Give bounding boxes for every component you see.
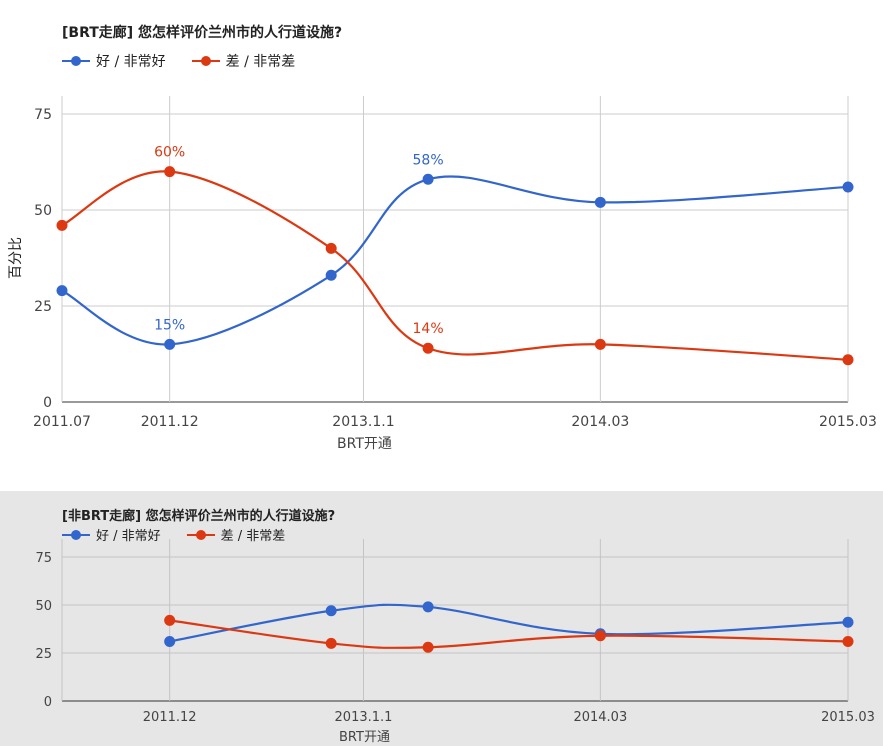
data-point-bad [56,219,68,231]
x-axis-label: BRT开通 [337,436,392,452]
y-tick-label: 50 [34,203,52,219]
data-point-bad [422,342,434,354]
y-tick-label: 75 [34,107,52,123]
legend-label-good: 好 / 非常好 [96,54,166,70]
legend-swatch-good [62,529,90,540]
x-tick-label: 2013.1.1 [332,414,394,430]
x-tick-label: 2014.03 [573,710,627,725]
data-point-good [422,173,434,185]
data-point-good [842,181,854,193]
x-tick-label: 2011.12 [143,710,197,725]
series-line-good [169,603,849,643]
data-point-bad [325,637,337,649]
legend-item-bad[interactable]: 差 / 非常差 [191,51,296,71]
legend-swatch-good [62,56,90,66]
data-point-good [325,269,337,281]
y-tick-label: 25 [34,299,52,315]
data-point-good [164,635,176,647]
legend-label-good: 好 / 非常好 [96,529,161,544]
data-label: 15% [154,317,185,333]
chart-legend: 好 / 非常好 差 / 非常差 [62,51,321,71]
data-point-bad [842,354,854,366]
y-tick-label: 50 [35,599,52,614]
x-tick-label: 2011.12 [141,414,199,430]
legend-label-bad: 差 / 非常差 [220,529,286,544]
data-point-good [325,605,337,617]
legend-swatch-bad [186,529,215,540]
data-point-good [842,616,854,628]
y-tick-label: 0 [44,695,52,710]
data-point-good [422,601,434,613]
data-point-bad [842,635,854,647]
data-point-good [164,338,176,350]
x-tick-label: 2011.07 [33,414,91,430]
data-label: 58% [413,152,444,168]
y-tick-label: 25 [35,647,52,662]
y-tick-label: 75 [35,551,52,566]
x-tick-label: 2013.1.1 [335,710,393,725]
line-chart-non-brt: 0 25 50 75 2011.12 2013.1.1 2014.03 2015.03 BRT开… [35,539,875,745]
y-tick-label: 0 [43,395,52,411]
x-axis-label: BRT开通 [339,730,390,745]
legend-swatch-bad [191,56,220,66]
data-point-bad [164,166,176,178]
y-axis-label: 百分比 [8,237,24,279]
x-tick-label: 2015.03 [819,414,877,430]
legend-item-bad[interactable]: 差 / 非常差 [186,525,286,544]
data-point-bad [594,630,606,642]
data-point-good [56,285,68,297]
series-line-bad [169,619,849,649]
data-point-bad [325,242,337,254]
line-chart-brt: 0 25 50 75 2011.07 2011.12 2013.1.1 2014.03 2015… [8,96,877,452]
data-point-bad [594,338,606,350]
x-tick-label: 2015.03 [821,710,875,725]
data-point-bad [422,641,434,653]
chart-legend: 好 / 非常好 差 / 非常差 [62,525,311,544]
x-tick-label: 2014.03 [571,414,629,430]
chart-panel-brt: [BRT走廊] 您怎样评价兰州市的人行道设施? 好 / 非常好 差 / 非常差 … [8,25,877,452]
data-point-bad [164,614,176,626]
legend-item-good[interactable]: 好 / 非常好 [62,51,166,71]
data-point-good [594,196,606,208]
panel-divider [0,480,883,491]
chart-title: [BRT走廊] 您怎样评价兰州市的人行道设施? [62,25,343,41]
data-label: 60% [154,145,185,161]
legend-label-bad: 差 / 非常差 [225,54,296,70]
chart-panel-non-brt: [非BRT走廊] 您怎样评价兰州市的人行道设施? 好 / 非常好 差 / 非常差… [0,491,883,746]
chart-title: [非BRT走廊] 您怎样评价兰州市的人行道设施? [62,509,336,524]
legend-item-good[interactable]: 好 / 非常好 [62,525,161,544]
data-label: 14% [413,321,444,337]
